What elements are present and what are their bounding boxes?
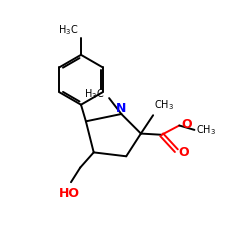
Text: H$_3$C: H$_3$C	[58, 24, 78, 37]
Text: CH$_3$: CH$_3$	[196, 123, 216, 137]
Text: O: O	[178, 146, 189, 159]
Text: HO: HO	[59, 186, 80, 200]
Text: H$_3$C: H$_3$C	[84, 88, 104, 101]
Text: N: N	[116, 102, 126, 115]
Text: CH$_3$: CH$_3$	[154, 98, 174, 112]
Text: O: O	[181, 118, 192, 131]
